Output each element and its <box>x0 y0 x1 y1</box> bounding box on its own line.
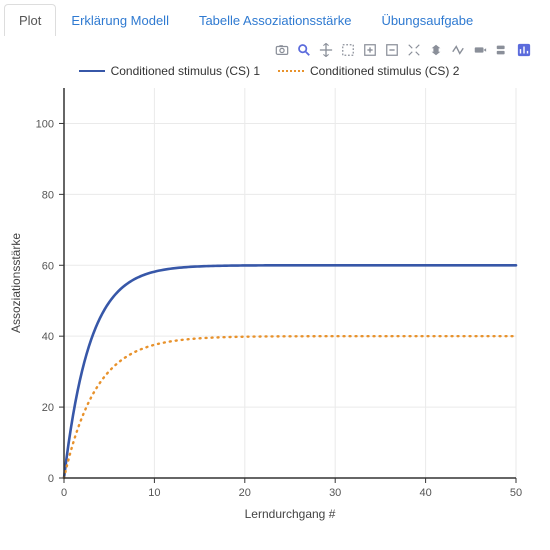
legend-label: Conditioned stimulus (CS) 1 <box>111 64 260 78</box>
chart-legend: Conditioned stimulus (CS) 1 Conditioned s… <box>2 58 536 82</box>
svg-text:20: 20 <box>42 402 54 414</box>
zoom-in-icon[interactable] <box>362 42 378 58</box>
autoscale-icon[interactable] <box>406 42 422 58</box>
pan-icon[interactable] <box>318 42 334 58</box>
plot-toolbar <box>0 36 550 58</box>
svg-text:10: 10 <box>148 487 160 499</box>
reset-axes-icon[interactable] <box>428 42 444 58</box>
zoom-icon[interactable] <box>296 42 312 58</box>
svg-text:Assoziationsstärke: Assoziationsstärke <box>9 233 23 333</box>
svg-text:40: 40 <box>42 331 54 343</box>
plotly-logo-icon[interactable] <box>516 42 532 58</box>
svg-text:Lerndurchgang #: Lerndurchgang # <box>245 507 336 521</box>
box-select-icon[interactable] <box>340 42 356 58</box>
svg-text:40: 40 <box>419 487 431 499</box>
hover-closest-icon[interactable] <box>472 42 488 58</box>
legend-swatch <box>79 70 105 72</box>
zoom-out-icon[interactable] <box>384 42 400 58</box>
tab-0[interactable]: Plot <box>4 4 56 36</box>
svg-text:50: 50 <box>510 487 522 499</box>
legend-label: Conditioned stimulus (CS) 2 <box>310 64 459 78</box>
svg-text:30: 30 <box>329 487 341 499</box>
svg-text:20: 20 <box>239 487 251 499</box>
line-chart[interactable]: 0 10 20 30 40 50 0 20 40 60 80 100 Lerndurchgang # As… <box>2 82 532 530</box>
spike-lines-icon[interactable] <box>450 42 466 58</box>
svg-text:0: 0 <box>48 473 54 485</box>
legend-item-0[interactable]: Conditioned stimulus (CS) 1 <box>79 64 260 78</box>
svg-text:0: 0 <box>61 487 67 499</box>
hover-compare-icon[interactable] <box>494 42 510 58</box>
legend-swatch <box>278 70 304 72</box>
svg-text:80: 80 <box>42 189 54 201</box>
camera-icon[interactable] <box>274 42 290 58</box>
tab-2[interactable]: Tabelle Assoziationsstärke <box>184 4 366 36</box>
tab-3[interactable]: Übungsaufgabe <box>366 4 488 36</box>
tab-1[interactable]: Erklärung Modell <box>56 4 184 36</box>
chart-area: Conditioned stimulus (CS) 1 Conditioned s… <box>0 58 550 534</box>
svg-text:60: 60 <box>42 260 54 272</box>
legend-item-1[interactable]: Conditioned stimulus (CS) 2 <box>278 64 459 78</box>
svg-text:100: 100 <box>36 118 54 130</box>
tab-bar: PlotErklärung ModellTabelle Assoziations… <box>0 0 550 36</box>
